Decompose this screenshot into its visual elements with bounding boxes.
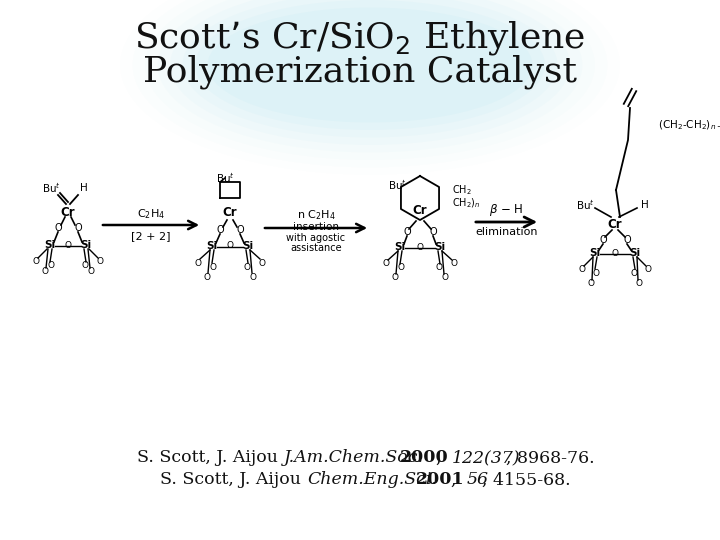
Text: O: O	[599, 235, 607, 245]
Text: Bu$^t$: Bu$^t$	[387, 178, 406, 192]
Text: Si: Si	[243, 241, 253, 251]
Text: C$_2$H$_4$: C$_2$H$_4$	[137, 207, 165, 221]
Text: S. Scott, J. Aijou: S. Scott, J. Aijou	[137, 449, 283, 467]
Text: O: O	[96, 258, 104, 267]
Text: O: O	[636, 280, 642, 288]
Text: Bu$^t$: Bu$^t$	[575, 198, 595, 212]
Text: O: O	[194, 259, 202, 267]
Text: Chem.Eng.Sci.: Chem.Eng.Sci.	[307, 471, 437, 489]
Text: elimination: elimination	[475, 227, 538, 237]
Text: 122(37): 122(37)	[451, 449, 520, 467]
Text: Cr: Cr	[608, 219, 622, 232]
Text: Si: Si	[629, 248, 641, 258]
Text: Cr: Cr	[413, 204, 427, 217]
Text: O: O	[392, 273, 398, 282]
Text: (CH$_2$-CH$_2)_{n-1}$: (CH$_2$-CH$_2)_{n-1}$	[658, 118, 720, 132]
Text: O: O	[397, 264, 405, 273]
Text: O: O	[451, 260, 457, 268]
Text: O: O	[416, 242, 423, 252]
Text: , 4155-68.: , 4155-68.	[482, 471, 571, 489]
Text: O: O	[42, 267, 48, 276]
Text: Bu$^t$: Bu$^t$	[42, 181, 60, 195]
Text: O: O	[624, 235, 631, 245]
Text: O: O	[32, 258, 40, 267]
Text: O: O	[250, 273, 256, 281]
Text: insertion: insertion	[293, 222, 339, 232]
Text: Si: Si	[81, 240, 91, 250]
Text: Cr: Cr	[222, 206, 238, 219]
Ellipse shape	[195, 0, 545, 130]
Text: S. Scott, J. Aijou: S. Scott, J. Aijou	[160, 471, 307, 489]
Text: 2001: 2001	[416, 471, 464, 489]
Text: CH$_2)_n$: CH$_2)_n$	[452, 196, 481, 210]
Text: 56: 56	[467, 471, 489, 489]
Text: 2000: 2000	[400, 449, 449, 467]
Text: Si: Si	[434, 242, 446, 252]
Text: O: O	[54, 223, 62, 233]
Text: Si: Si	[45, 240, 55, 250]
Text: O: O	[382, 260, 390, 268]
Text: O: O	[74, 223, 82, 233]
Text: J.Am.Chem.Soc.: J.Am.Chem.Soc.	[284, 449, 424, 467]
Text: O: O	[258, 259, 266, 267]
Text: O: O	[631, 268, 637, 278]
Text: $\beta$ $-$ H: $\beta$ $-$ H	[490, 202, 523, 218]
Text: Si: Si	[207, 241, 217, 251]
Text: O: O	[88, 267, 94, 276]
Text: , 8968-76.: , 8968-76.	[505, 449, 594, 467]
Text: Si: Si	[395, 242, 405, 252]
Text: Scott’s Cr/SiO$_2$ Ethylene: Scott’s Cr/SiO$_2$ Ethylene	[134, 19, 586, 57]
Text: [2 + 2]: [2 + 2]	[131, 231, 171, 241]
Text: ,: ,	[451, 471, 462, 489]
Text: Cr: Cr	[60, 206, 76, 219]
Text: Bu$^t$: Bu$^t$	[215, 171, 235, 185]
Text: O: O	[578, 266, 585, 274]
Text: O: O	[65, 240, 71, 249]
Text: O: O	[403, 227, 411, 237]
Text: CH$_2$: CH$_2$	[452, 183, 472, 197]
Text: O: O	[611, 248, 618, 258]
Text: n C$_2$H$_4$: n C$_2$H$_4$	[297, 208, 336, 222]
Text: O: O	[441, 273, 449, 282]
Ellipse shape	[207, 8, 533, 123]
Text: Si: Si	[590, 248, 600, 258]
Text: O: O	[204, 273, 210, 281]
Text: O: O	[243, 262, 251, 272]
Text: O: O	[588, 280, 595, 288]
Text: O: O	[429, 227, 437, 237]
Text: O: O	[593, 268, 600, 278]
Text: with agostic: with agostic	[287, 233, 346, 243]
Text: O: O	[227, 241, 233, 251]
Text: Polymerization Catalyst: Polymerization Catalyst	[143, 55, 577, 89]
Text: O: O	[48, 261, 55, 271]
Text: H: H	[641, 200, 649, 210]
Text: O: O	[81, 261, 89, 271]
Text: O: O	[644, 266, 652, 274]
Text: O: O	[236, 225, 244, 235]
Text: H: H	[80, 183, 88, 193]
Text: ,: ,	[436, 449, 447, 467]
Text: assistance: assistance	[290, 243, 342, 253]
Text: O: O	[210, 262, 217, 272]
Text: O: O	[436, 264, 443, 273]
Text: O: O	[216, 225, 224, 235]
